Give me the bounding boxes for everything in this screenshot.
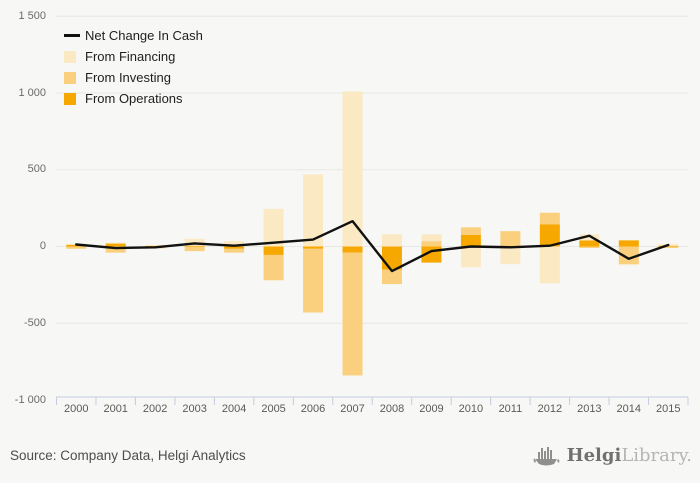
legend-label: From Operations bbox=[85, 91, 183, 106]
y-tick-label: -500 bbox=[23, 316, 46, 329]
logo-text-helgi: Helgi bbox=[566, 445, 622, 466]
logo-text: HelgiLibrary. bbox=[567, 447, 692, 465]
bar-2011-from-investing bbox=[500, 231, 521, 246]
x-tick-label-2012: 2012 bbox=[537, 403, 563, 415]
cash-flow-chart bbox=[56, 15, 689, 405]
x-tick-label-2003: 2003 bbox=[182, 403, 207, 415]
legend-label: From Financing bbox=[85, 49, 176, 64]
x-tick-label-2000: 2000 bbox=[63, 403, 89, 415]
y-tick-label: 1 000 bbox=[18, 86, 46, 99]
bar-2012-from-operations bbox=[539, 224, 560, 247]
x-tick-label-2005: 2005 bbox=[261, 403, 286, 415]
operations-swatch bbox=[64, 92, 76, 105]
bar-2001-from-investing bbox=[105, 246, 126, 253]
y-tick-label: 0 bbox=[39, 240, 46, 252]
x-axis bbox=[56, 396, 689, 405]
bar-2005-from-financing bbox=[263, 208, 284, 247]
bar-2001-from-financing bbox=[105, 242, 126, 244]
legend-label: From Investing bbox=[85, 70, 171, 85]
helgi-library-logo: HelgiLibrary. bbox=[533, 444, 692, 468]
bar-2003-from-operations bbox=[184, 245, 205, 247]
bar-2015-from-investing bbox=[658, 246, 679, 249]
x-tick-label-2008: 2008 bbox=[379, 403, 405, 415]
y-tick-label: -1 000 bbox=[14, 393, 46, 406]
bar-2003-from-investing bbox=[184, 246, 205, 252]
x-tick-label-2007: 2007 bbox=[340, 403, 365, 415]
source-attribution: Source: Company Data, Helgi Analytics bbox=[10, 448, 246, 463]
viking-ship-icon bbox=[533, 447, 559, 466]
y-tick-label: 1 500 bbox=[18, 9, 46, 22]
x-tick-label-2011: 2011 bbox=[498, 403, 523, 415]
bar-2008-from-financing bbox=[381, 234, 402, 247]
bar-2014-from-operations bbox=[618, 240, 639, 247]
net-change-line-swatch bbox=[64, 34, 80, 37]
bar-2010-from-investing bbox=[460, 227, 481, 235]
x-tick-label-2002: 2002 bbox=[142, 403, 168, 415]
bar-series bbox=[66, 91, 679, 376]
legend-item-financing: From Financing bbox=[64, 46, 203, 67]
net-change-line bbox=[75, 219, 670, 273]
bar-2013-from-financing bbox=[579, 234, 600, 241]
bar-2013-from-operations bbox=[579, 240, 600, 247]
x-tick-label-2006: 2006 bbox=[300, 403, 326, 415]
bar-2013-from-investing bbox=[579, 246, 600, 249]
legend-label: Net Change In Cash bbox=[85, 28, 203, 43]
bar-2004-from-investing bbox=[224, 248, 245, 253]
bar-2002-from-financing bbox=[145, 244, 166, 246]
x-tick-label-2015: 2015 bbox=[656, 403, 681, 415]
bar-2014-from-investing bbox=[618, 246, 639, 265]
investing-swatch bbox=[64, 71, 76, 84]
bar-2012-from-financing bbox=[539, 246, 560, 284]
bar-2007-from-investing bbox=[342, 252, 363, 376]
bar-2014-from-financing bbox=[618, 264, 639, 266]
x-tick-label-2009: 2009 bbox=[419, 403, 444, 415]
financing-swatch bbox=[64, 50, 76, 63]
x-tick-label-2001: 2001 bbox=[103, 403, 128, 415]
bar-2001-from-operations bbox=[105, 243, 126, 247]
bar-2008-from-operations bbox=[381, 246, 402, 270]
y-tick-label: 500 bbox=[27, 163, 46, 176]
bar-2011-from-financing bbox=[500, 246, 521, 265]
bar-2008-from-investing bbox=[381, 269, 402, 285]
bar-2004-from-financing bbox=[224, 241, 245, 247]
x-tick-label-2004: 2004 bbox=[221, 403, 247, 415]
bar-2005-from-investing bbox=[263, 254, 284, 281]
bar-2006-from-financing bbox=[303, 174, 324, 247]
bar-2006-from-operations bbox=[303, 246, 324, 249]
x-tick-label-2013: 2013 bbox=[577, 403, 602, 415]
legend-item-investing: From Investing bbox=[64, 67, 203, 88]
bar-2009-from-financing bbox=[421, 234, 442, 242]
bar-2006-from-investing bbox=[303, 248, 324, 313]
bar-2010-from-operations bbox=[460, 234, 481, 247]
chart-footer: Source: Company Data, Helgi Analytics He… bbox=[0, 439, 700, 483]
bar-2010-from-financing bbox=[460, 246, 481, 268]
x-tick-label-2010: 2010 bbox=[458, 403, 484, 415]
bar-2009-from-investing bbox=[421, 241, 442, 247]
legend-item-net-change: Net Change In Cash bbox=[64, 25, 203, 46]
bar-2012-from-investing bbox=[539, 212, 560, 225]
legend-item-operations: From Operations bbox=[64, 88, 203, 109]
bar-2007-from-financing bbox=[342, 91, 363, 247]
bar-2004-from-operations bbox=[224, 246, 245, 249]
chart-legend: Net Change In Cash From Financing From I… bbox=[64, 25, 203, 109]
x-tick-label-2014: 2014 bbox=[616, 403, 642, 415]
bar-2000-from-investing bbox=[66, 246, 87, 249]
bar-2005-from-operations bbox=[263, 246, 284, 255]
bar-2007-from-operations bbox=[342, 246, 363, 253]
logo-text-library: Library. bbox=[621, 445, 692, 466]
